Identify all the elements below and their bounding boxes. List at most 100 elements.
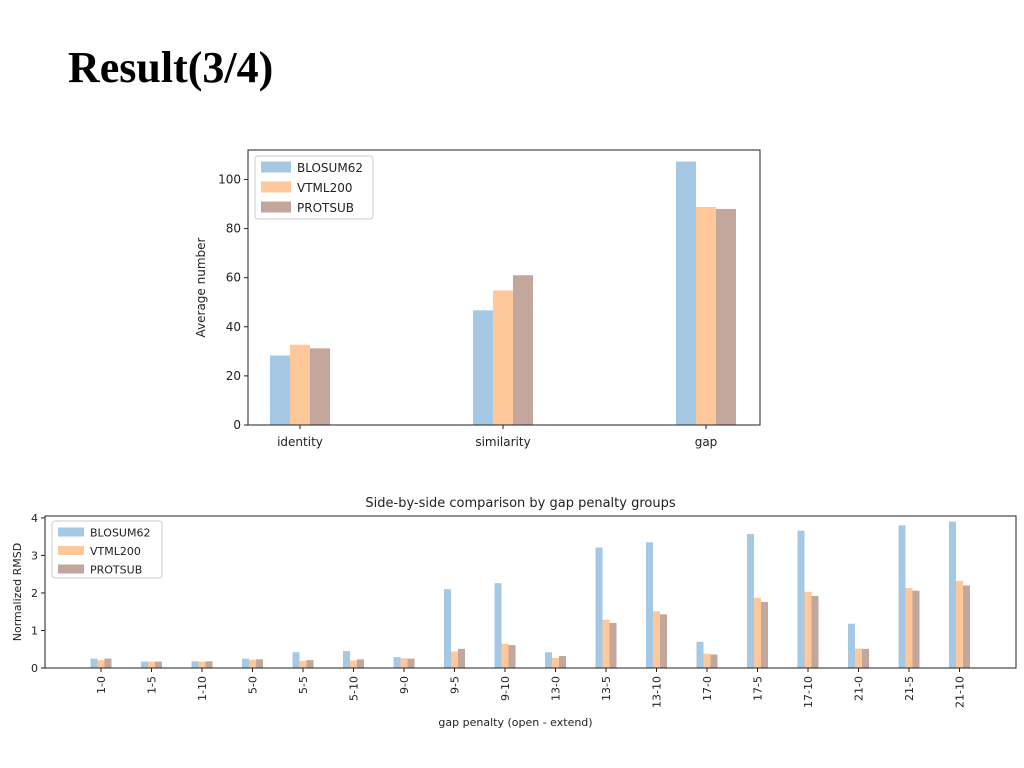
chart-2-title: Side-by-side comparison by gap penalty g… <box>365 496 675 511</box>
x-tick-label-21-10: 21-10 <box>954 676 967 708</box>
y-tick-label: 20 <box>226 369 241 383</box>
legend-label-blosum62: BLOSUM62 <box>90 527 150 540</box>
bar-blosum62-1-5 <box>141 661 148 668</box>
bar-blosum62-similarity <box>473 310 493 425</box>
y-tick-label: 100 <box>218 172 241 186</box>
legend-label-protsub: PROTSUB <box>297 201 354 215</box>
y-tick-label: 40 <box>226 320 241 334</box>
y-tick-label: 4 <box>31 512 38 525</box>
bar-protsub-1-10 <box>205 661 213 668</box>
x-tick-label-21-0: 21-0 <box>853 676 866 701</box>
bar-blosum62-5-5 <box>292 652 300 668</box>
bar-protsub-17-0 <box>710 654 718 668</box>
bar-protsub-identity <box>310 348 330 425</box>
chart-1-axes-frame <box>247 149 761 426</box>
legend-label-protsub: PROTSUB <box>90 564 142 577</box>
bar-protsub-1-0 <box>104 658 112 668</box>
bar-protsub-5-5 <box>306 660 314 668</box>
chart-2-axes-frame <box>44 515 1017 669</box>
legend-swatch-protsub <box>58 564 84 574</box>
x-tick-label-gap: gap <box>695 435 718 449</box>
bar-vtml200-17-10 <box>804 591 812 668</box>
x-tick-label-1-10: 1-10 <box>196 676 209 701</box>
y-tick-label: 2 <box>31 587 38 600</box>
bar-blosum62-17-0 <box>696 641 704 668</box>
bar-protsub-9-10 <box>508 645 516 668</box>
x-tick-label-similarity: similarity <box>475 435 530 449</box>
bar-blosum62-9-5 <box>444 589 451 668</box>
bar-protsub-13-10 <box>660 614 667 668</box>
bar-blosum62-9-0 <box>393 657 401 668</box>
bar-vtml200-5-5 <box>299 660 307 668</box>
bar-protsub-13-5 <box>609 622 617 668</box>
y-tick-label: 1 <box>31 624 38 637</box>
bar-vtml200-9-10 <box>501 643 509 668</box>
bar-protsub-21-0 <box>862 648 869 668</box>
x-tick-label-identity: identity <box>277 435 323 449</box>
y-tick-label: 3 <box>31 549 38 562</box>
x-tick-label-5-10: 5-10 <box>348 676 361 701</box>
bar-protsub-13-0 <box>559 655 566 668</box>
bar-vtml200-21-5 <box>905 588 913 668</box>
bar-vtml200-21-0 <box>855 648 862 668</box>
bar-protsub-gap <box>716 208 736 425</box>
bar-vtml200-13-10 <box>653 611 660 668</box>
bar-vtml200-9-5 <box>451 651 458 668</box>
bar-blosum62-5-0 <box>242 658 249 668</box>
bar-blosum62-gap <box>676 161 696 426</box>
bar-vtml200-1-0 <box>97 660 105 668</box>
legend-label-vtml200: VTML200 <box>90 545 141 558</box>
bar-blosum62-21-10 <box>949 521 956 668</box>
bar-vtml200-gap <box>696 206 716 425</box>
bar-blosum62-identity <box>270 355 290 425</box>
bar-vtml200-13-0 <box>552 657 559 668</box>
bar-blosum62-21-5 <box>898 525 906 668</box>
legend-swatch-blosum62 <box>261 161 291 173</box>
bar-protsub-similarity <box>513 275 533 425</box>
bar-protsub-9-0 <box>407 658 415 668</box>
y-axis-label: Average number <box>194 237 208 337</box>
chart-2: Side-by-side comparison by gap penalty g… <box>11 496 1017 729</box>
y-tick-label: 0 <box>31 662 38 675</box>
x-tick-label-17-5: 17-5 <box>752 676 765 701</box>
x-tick-label-1-5: 1-5 <box>146 676 159 694</box>
bar-protsub-1-5 <box>155 661 162 668</box>
bar-blosum62-9-10 <box>494 583 502 668</box>
y-tick-label: 60 <box>226 271 241 285</box>
chart-1-legend: BLOSUM62 VTML200 PROTSUB <box>254 155 374 220</box>
bar-vtml200-5-0 <box>249 659 256 668</box>
x-tick-label-9-10: 9-10 <box>499 676 512 701</box>
legend-label-vtml200: VTML200 <box>297 181 352 195</box>
bar-vtml200-9-0 <box>400 658 408 668</box>
x-tick-label-17-10: 17-10 <box>802 676 815 708</box>
bar-blosum62-1-0 <box>90 658 98 668</box>
x-tick-label-1-0: 1-0 <box>95 676 108 694</box>
bar-vtml200-1-10 <box>198 661 206 668</box>
legend-swatch-protsub <box>261 201 291 213</box>
bar-protsub-21-10 <box>963 585 970 668</box>
y-tick-label: 80 <box>226 222 241 236</box>
bar-vtml200-13-5 <box>602 619 610 668</box>
bar-protsub-17-10 <box>811 595 819 668</box>
bar-blosum62-1-10 <box>191 661 199 668</box>
y-axis-label: Normalized RMSD <box>11 543 24 641</box>
bar-blosum62-5-10 <box>343 651 350 668</box>
bar-blosum62-17-10 <box>797 530 805 668</box>
bar-blosum62-13-5 <box>595 547 603 668</box>
chart-1: 0 20 40 60 80 100 identity similarity gap Average… <box>194 149 761 449</box>
bar-vtml200-21-10 <box>956 580 963 668</box>
x-tick-label-9-0: 9-0 <box>398 676 411 694</box>
bar-blosum62-13-0 <box>545 652 552 668</box>
slide-title: Result(3/4) <box>68 43 274 92</box>
x-tick-label-5-0: 5-0 <box>247 676 260 694</box>
bar-vtml200-17-0 <box>703 653 711 668</box>
legend-swatch-vtml200 <box>261 181 291 193</box>
bar-blosum62-17-5 <box>747 534 754 668</box>
bar-protsub-9-5 <box>458 648 465 668</box>
x-tick-label-9-5: 9-5 <box>449 676 462 694</box>
bar-protsub-5-0 <box>256 659 263 668</box>
chart-2-legend: BLOSUM62 VTML200 PROTSUB <box>51 520 163 579</box>
bar-vtml200-1-5 <box>148 661 155 668</box>
y-tick-label: 0 <box>233 418 241 432</box>
